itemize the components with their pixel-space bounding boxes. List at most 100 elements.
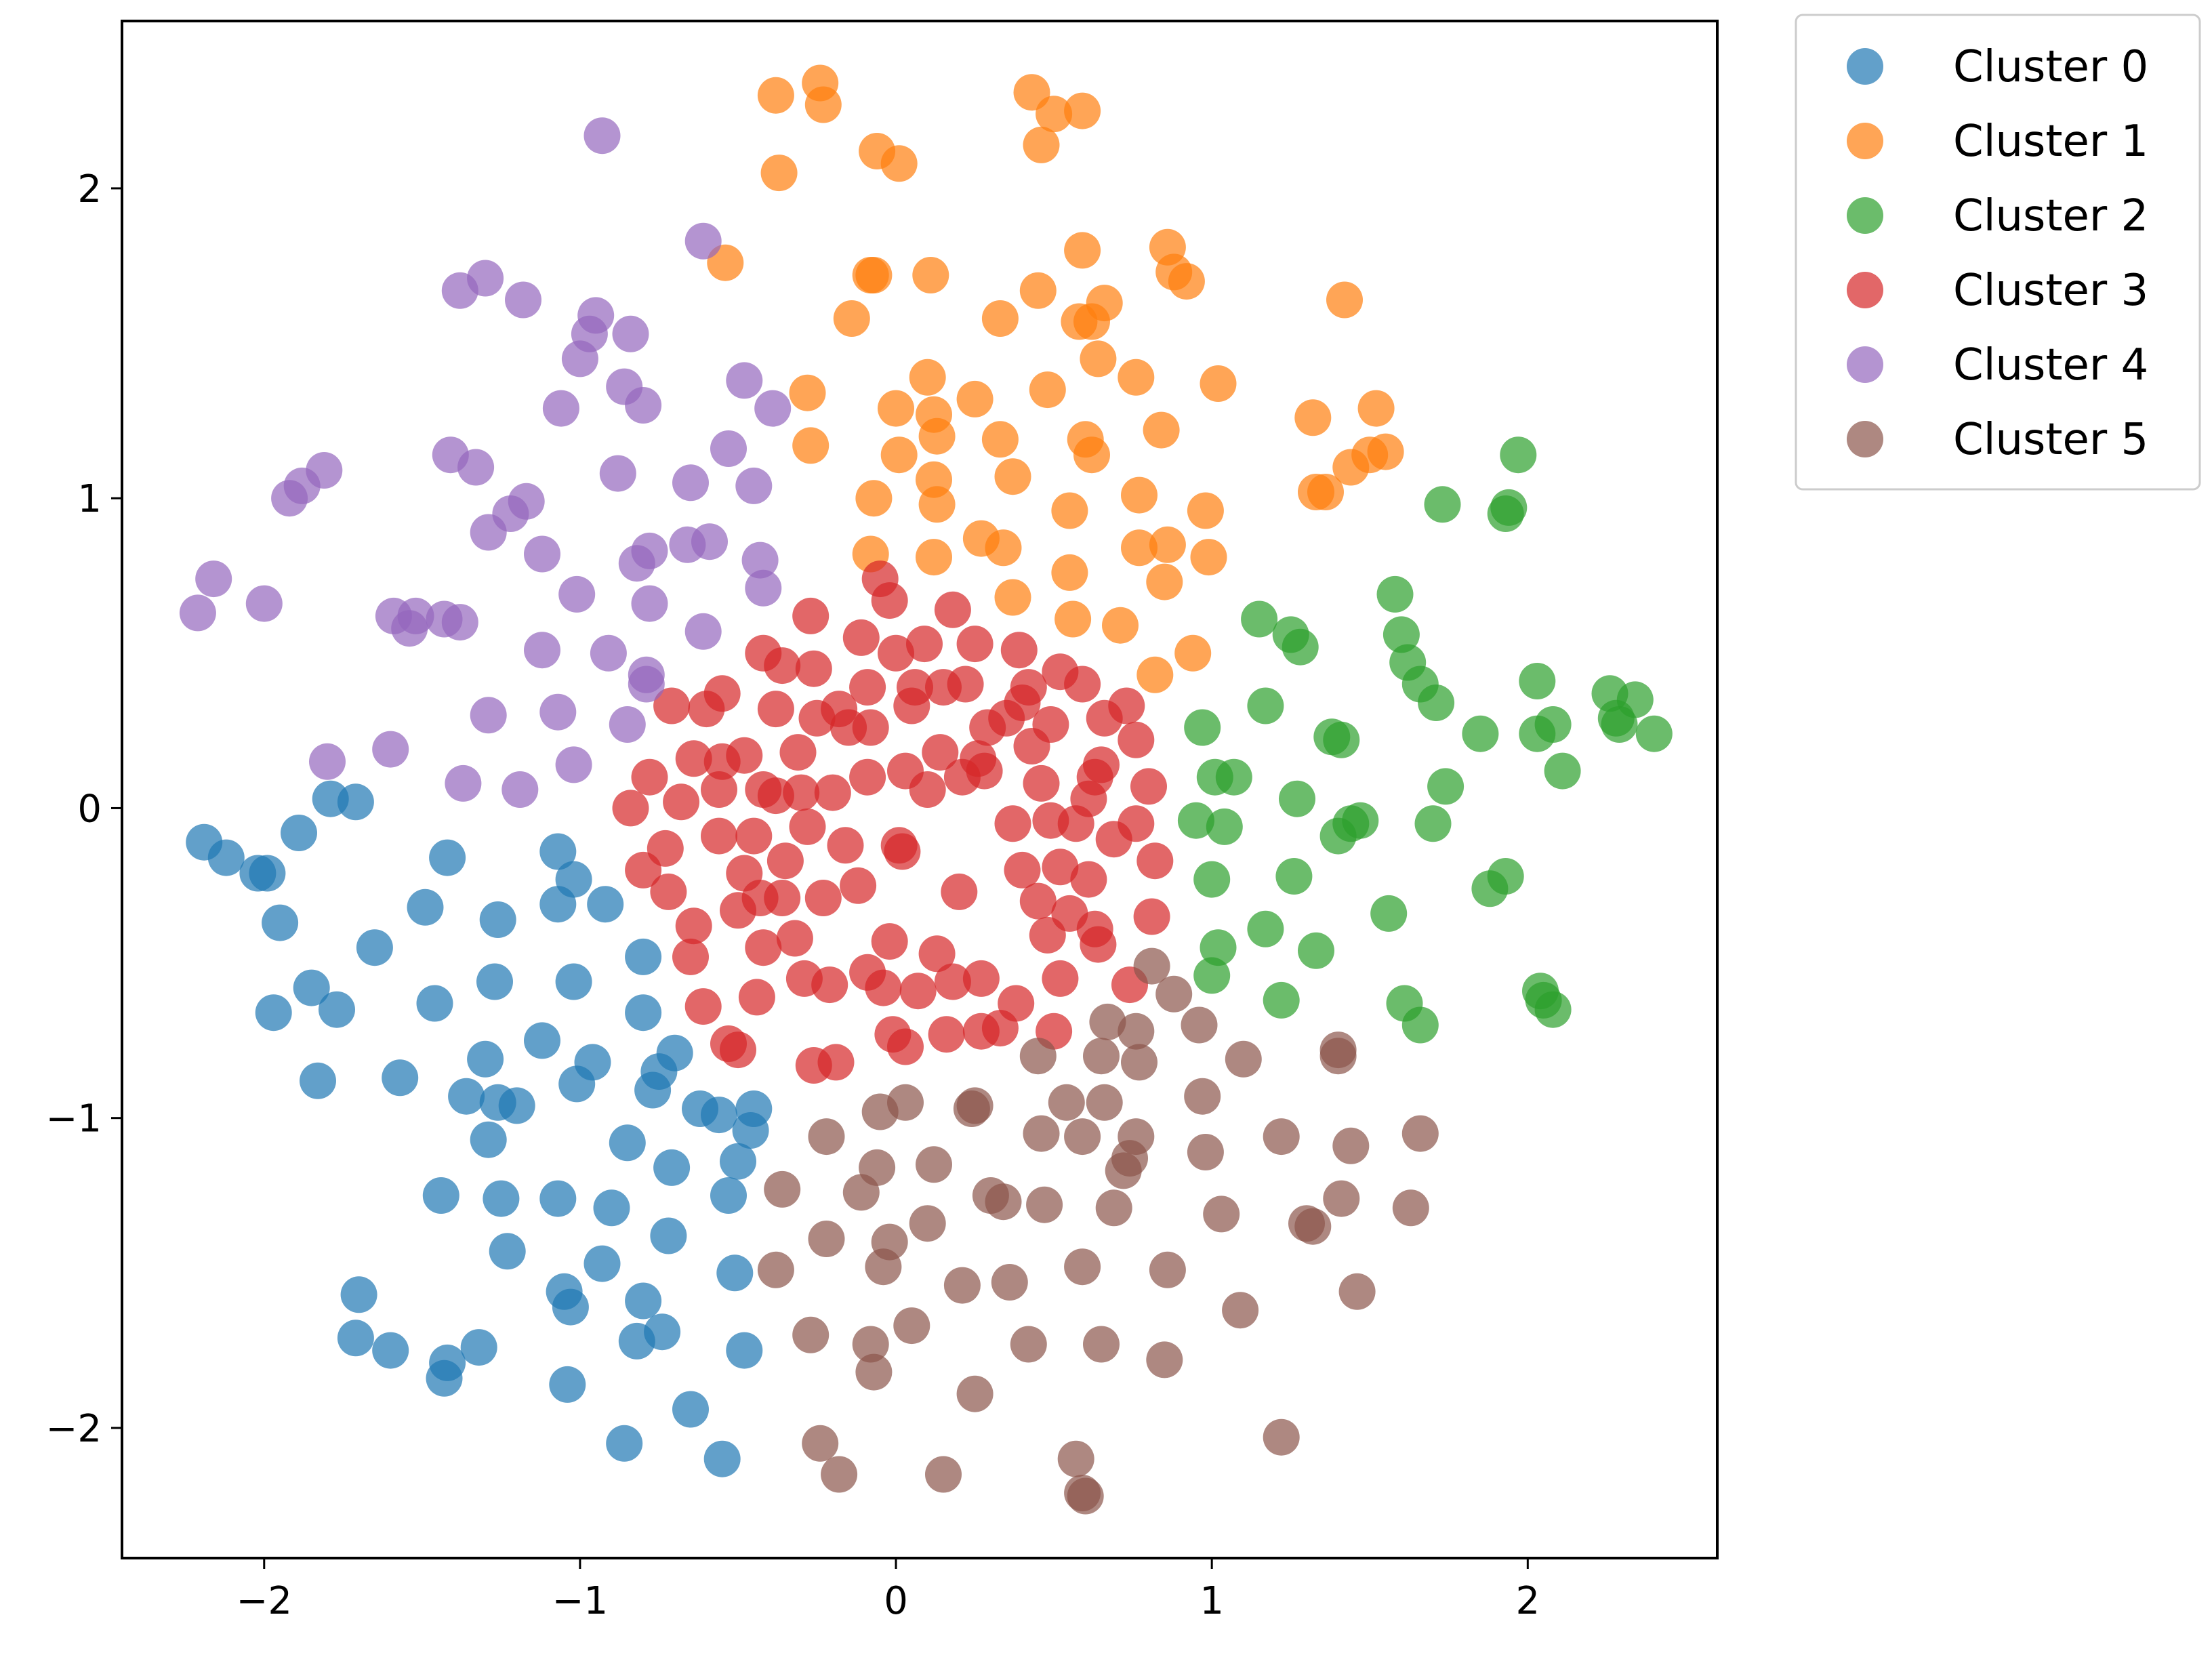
cluster-4-point — [555, 746, 592, 783]
cluster-1-point — [880, 436, 918, 474]
cluster-5-point — [1181, 1006, 1218, 1044]
cluster-3-point — [663, 783, 700, 821]
cluster-0-point — [552, 1288, 589, 1326]
cluster-2-point — [1490, 489, 1528, 526]
cluster-4-point — [691, 523, 728, 560]
cluster-0-point — [372, 1332, 409, 1369]
cluster-3-point — [720, 892, 756, 929]
cluster-0-point — [625, 1282, 662, 1320]
cluster-5-point — [842, 1174, 880, 1211]
cluster-1-point — [1051, 554, 1088, 591]
cluster-4-point — [539, 693, 577, 731]
cluster-0-point — [293, 969, 330, 1006]
cluster-3-point — [1019, 882, 1057, 920]
cluster-5-point — [956, 1087, 994, 1124]
cluster-0-point — [340, 1276, 377, 1313]
cluster-1-point — [1149, 526, 1186, 563]
cluster-5-point — [1184, 1078, 1221, 1115]
cluster-3-point — [798, 699, 836, 737]
cluster-2-point — [1177, 802, 1214, 839]
cluster-1-series — [707, 64, 1404, 693]
cluster-2-point — [1544, 752, 1581, 790]
cluster-3-point — [703, 743, 741, 780]
cluster-3-point — [852, 709, 889, 746]
cluster-2-point — [1206, 808, 1243, 845]
legend-marker — [1847, 421, 1883, 457]
cluster-5-point — [943, 1267, 981, 1304]
cluster-3-point — [653, 687, 691, 724]
cluster-1-point — [1168, 263, 1205, 300]
cluster-1-point — [878, 390, 914, 427]
cluster-5-point — [855, 1353, 893, 1391]
cluster-1-point — [1064, 232, 1101, 269]
legend-marker — [1847, 272, 1883, 308]
cluster-3-point — [874, 1016, 912, 1053]
cluster-5-point — [1095, 1189, 1132, 1227]
x-tick-label: −2 — [236, 1579, 292, 1623]
cluster-3-point — [814, 774, 851, 811]
cluster-4-point — [179, 594, 216, 632]
cluster-0-point — [583, 1245, 621, 1282]
cluster-3-point — [795, 1047, 832, 1084]
cluster-0-point — [262, 904, 299, 941]
cluster-3-point — [878, 634, 914, 672]
cluster-3-point — [804, 880, 842, 916]
cluster-0-point — [555, 861, 592, 898]
cluster-3-point — [928, 1016, 965, 1053]
cluster-2-point — [1241, 600, 1278, 638]
cluster-1-point — [918, 417, 956, 455]
cluster-0-point — [407, 888, 444, 926]
cluster-5-point — [956, 1375, 994, 1412]
cluster-0-point — [524, 1022, 560, 1059]
cluster-5-point — [764, 1170, 801, 1208]
cluster-0-point — [701, 1097, 737, 1134]
cluster-4-point — [618, 545, 655, 582]
cluster-3-point — [792, 597, 830, 634]
cluster-3-point — [1130, 768, 1167, 805]
cluster-5-point — [757, 1251, 794, 1288]
cluster-3-point — [785, 960, 823, 997]
cluster-1-point — [1073, 436, 1110, 474]
cluster-3-point — [766, 842, 804, 880]
cluster-2-point — [1298, 932, 1334, 969]
cluster-0-point — [470, 1121, 507, 1158]
cluster-2-point — [1462, 715, 1499, 752]
cluster-4-point — [375, 597, 412, 634]
legend-item-cluster-1: Cluster 1 — [1847, 117, 2148, 167]
cluster-3-point — [925, 669, 962, 706]
cluster-5-point — [861, 1093, 899, 1130]
cluster-3-point — [871, 923, 908, 960]
cluster-3-point — [962, 1013, 1000, 1050]
cluster-0-point — [382, 1059, 419, 1097]
cluster-2-point — [1370, 895, 1408, 932]
cluster-3-point — [1070, 861, 1107, 898]
cluster-4-point — [467, 260, 504, 297]
cluster-5-point — [802, 1425, 839, 1462]
cluster-0-point — [606, 1425, 643, 1462]
cluster-5-point — [1019, 1038, 1057, 1075]
cluster-3-point — [789, 808, 826, 845]
cluster-3-point — [956, 626, 994, 663]
cluster-2-point — [1635, 715, 1673, 752]
cluster-2-point — [1414, 805, 1452, 842]
cluster-3-point — [1042, 960, 1079, 997]
cluster-3-point — [918, 935, 956, 973]
cluster-5-point — [1111, 1140, 1148, 1177]
cluster-0-point — [703, 1440, 741, 1477]
cluster-0-series — [186, 780, 773, 1477]
legend-marker — [1847, 48, 1883, 85]
cluster-0-point — [429, 839, 466, 876]
cluster-4-point — [524, 535, 560, 573]
cluster-5-point — [1294, 1208, 1332, 1245]
cluster-3-point — [776, 920, 813, 957]
cluster-5-point — [1083, 1038, 1120, 1075]
cluster-3-point — [672, 938, 709, 975]
cluster-0-point — [319, 991, 355, 1028]
cluster-3-point — [757, 777, 794, 815]
cluster-3-point — [1064, 666, 1101, 703]
legend-marker — [1847, 197, 1883, 234]
cluster-1-point — [1023, 126, 1060, 163]
cluster-0-point — [426, 1360, 463, 1397]
cluster-1-point — [1190, 539, 1227, 576]
